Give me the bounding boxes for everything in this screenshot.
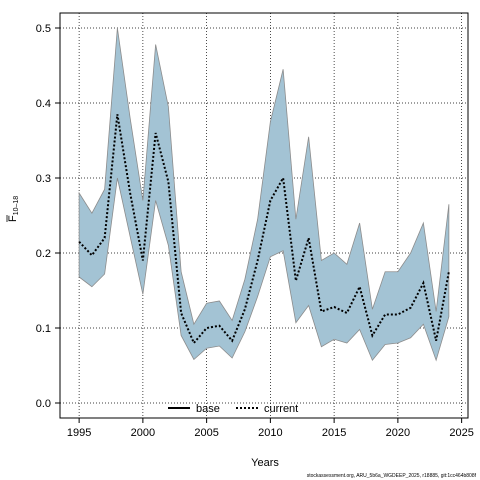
y-axis: 0.0 0.1 0.2 0.3 0.4 0.5 [36,23,60,410]
plot-frame [59,12,469,419]
x-tick-label: 2000 [131,427,155,439]
x-tick-label: 2020 [386,427,410,439]
y-tick-label: 0.3 [36,173,51,185]
x-tick-label: 2005 [194,427,218,439]
x-tick-label: 1995 [67,427,91,439]
x-tick-label: 2010 [258,427,282,439]
svg-text:F10–18: F10–18 [7,196,20,222]
x-tick-label: 2015 [322,427,346,439]
series-line-current [78,114,450,345]
x-axis: 1995 2000 2005 2010 2015 2020 2025 [67,418,474,439]
legend: base current [168,403,298,415]
y-tick-label: 0.5 [36,23,51,35]
y-tick-label: 0.2 [36,248,51,260]
x-axis-label: Years [251,457,279,469]
y-tick-label: 0.0 [36,398,51,410]
y-axis-label: F10–18 [6,196,20,222]
y-axis-label-subscript: 10–18 [13,196,20,216]
x-tick-label: 2025 [449,427,473,439]
legend-label-current: current [264,403,298,415]
y-tick-label: 0.1 [36,323,51,335]
y-axis-label-symbol: F [7,215,19,222]
footer-source: stockassessment.org, ARU_5b6a_WGDEEP_202… [307,473,477,479]
legend-label-base: base [196,403,220,415]
confidence-band-current [78,27,450,362]
y-tick-label: 0.4 [36,98,51,110]
